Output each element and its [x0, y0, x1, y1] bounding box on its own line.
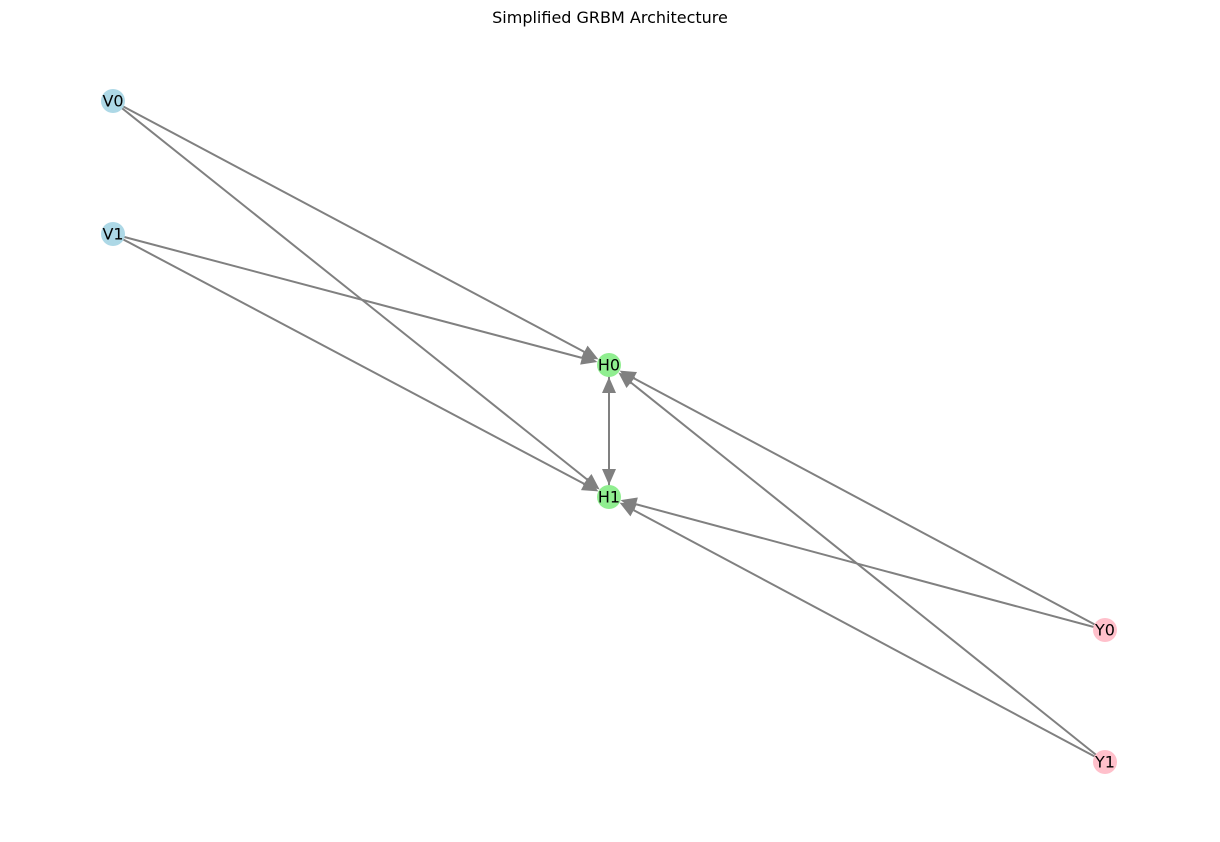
edge-line	[635, 503, 1106, 631]
edge-y0-h0	[619, 370, 1106, 631]
edge-y1-h0	[618, 372, 1106, 763]
nodes-layer: V0 V1 H0 H1 Y0 Y1	[101, 89, 1117, 774]
node-circle	[597, 485, 621, 509]
node-label: V0	[102, 92, 123, 111]
node-label: V1	[102, 225, 123, 244]
edge-line	[630, 381, 1106, 763]
diagram-title: Simplified GRBM Architecture	[492, 8, 728, 27]
node-label: H0	[598, 356, 620, 375]
edge-line	[633, 377, 1106, 631]
edge-v1-h0	[112, 233, 598, 365]
node-label: H1	[598, 488, 620, 507]
node-label: Y0	[1094, 621, 1115, 640]
edge-y1-h1	[619, 502, 1106, 763]
node-h0: H0	[597, 353, 621, 377]
edge-line	[633, 509, 1106, 763]
arrowhead-icon	[580, 351, 598, 365]
edge-line	[112, 100, 588, 481]
node-circle	[1093, 750, 1117, 774]
node-circle	[101, 89, 125, 113]
arrowhead-icon	[602, 377, 616, 393]
node-circle	[1093, 618, 1117, 642]
edge-line	[112, 233, 585, 485]
arrowhead-icon	[580, 477, 599, 492]
edge-v0-h0	[112, 100, 599, 360]
arrowhead-icon	[619, 502, 637, 517]
edges-layer	[112, 100, 1106, 763]
arrowhead-icon	[618, 372, 636, 388]
edge-v1-h1	[112, 233, 599, 492]
node-v0: V0	[101, 89, 125, 113]
edge-y0-h1	[620, 497, 1106, 631]
node-circle	[597, 353, 621, 377]
edge-v0-h1	[112, 100, 600, 490]
edge-h1-h0	[602, 377, 616, 497]
edge-line	[112, 233, 583, 359]
edge-line	[112, 100, 585, 353]
node-label: Y1	[1094, 753, 1115, 772]
node-v1: V1	[101, 222, 125, 246]
node-circle	[101, 222, 125, 246]
node-y0: Y0	[1093, 618, 1117, 642]
node-h1: H1	[597, 485, 621, 509]
node-y1: Y1	[1093, 750, 1117, 774]
